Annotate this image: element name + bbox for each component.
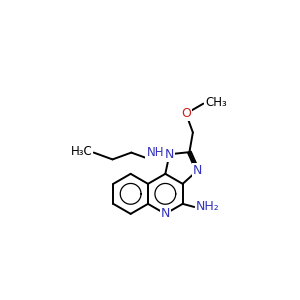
Text: N: N <box>165 148 174 161</box>
Text: NH₂: NH₂ <box>196 200 220 214</box>
Text: CH₃: CH₃ <box>205 96 227 109</box>
Text: H₃C: H₃C <box>70 145 92 158</box>
Text: N: N <box>160 207 170 220</box>
Text: O: O <box>181 107 191 120</box>
Text: N: N <box>193 164 202 177</box>
Text: NH: NH <box>146 146 164 160</box>
